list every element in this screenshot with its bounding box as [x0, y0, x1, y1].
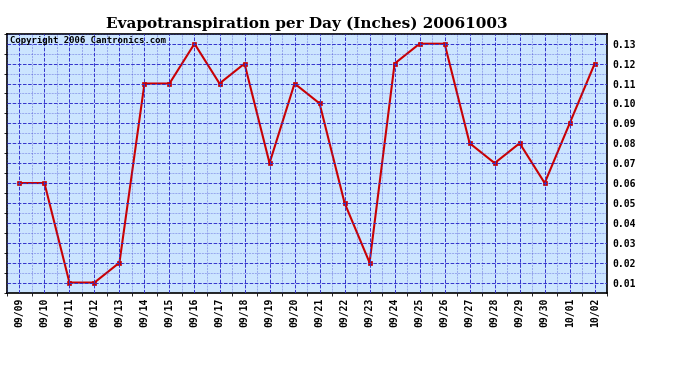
Text: Copyright 2006 Cantronics.com: Copyright 2006 Cantronics.com: [10, 36, 166, 45]
Title: Evapotranspiration per Day (Inches) 20061003: Evapotranspiration per Day (Inches) 2006…: [106, 17, 508, 31]
